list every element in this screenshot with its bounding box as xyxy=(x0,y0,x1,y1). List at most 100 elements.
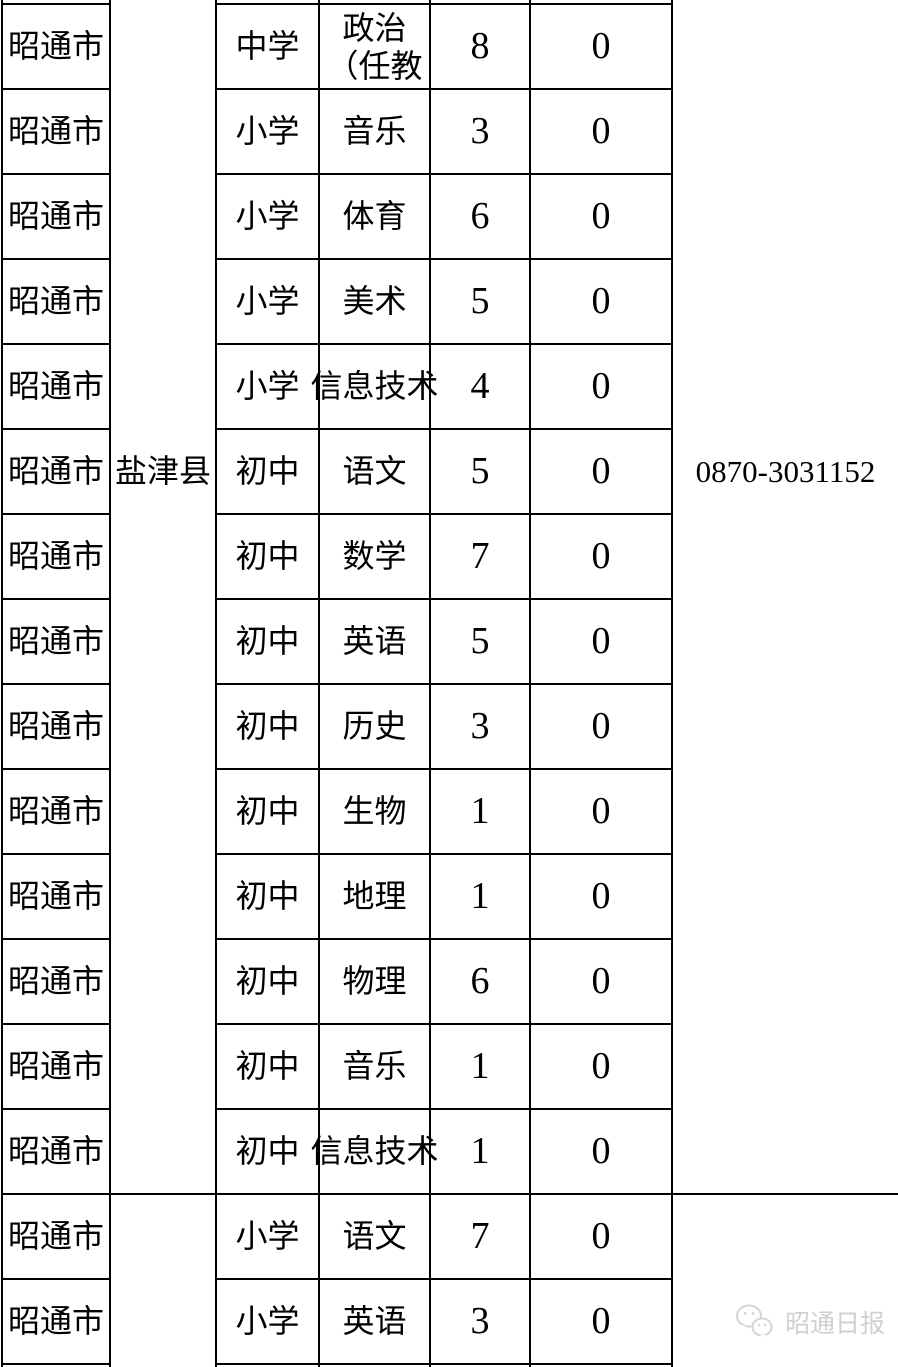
other-count-cell: 0 xyxy=(529,3,673,90)
quota-cell: 3 xyxy=(429,683,531,770)
subject-cell: 体育 xyxy=(318,173,431,260)
county-cell: 盐津县 xyxy=(109,0,217,1195)
subject-cell: 政治 （任教 xyxy=(318,3,431,90)
subject-cell: 物理 xyxy=(318,938,431,1025)
city-cell: 昭通市 xyxy=(1,258,111,345)
quota-cell: 7 xyxy=(429,1193,531,1280)
city-cell: 昭通市 xyxy=(1,1193,111,1280)
quota-cell: 5 xyxy=(429,428,531,515)
subject-cell: 历史 xyxy=(318,683,431,770)
quota-cell: 4 xyxy=(429,343,531,430)
table-row: 昭通市 初中 地理 1 0 xyxy=(1,853,898,940)
quota-cell: 5 xyxy=(429,598,531,685)
other-count-cell: 0 xyxy=(529,598,673,685)
other-count-cell: 0 xyxy=(529,173,673,260)
other-count-cell xyxy=(529,0,673,5)
subject-cell xyxy=(318,1363,431,1367)
subject-cell: 音乐 xyxy=(318,1023,431,1110)
table-row: 昭通市 小学 音乐 3 0 xyxy=(1,88,898,175)
subject-cell xyxy=(318,0,431,5)
other-count-cell: 0 xyxy=(529,853,673,940)
level-cell: 小学 xyxy=(215,1278,320,1365)
city-cell: 昭通市 xyxy=(1,513,111,600)
subject-cell: 数学 xyxy=(318,513,431,600)
quota-cell: 8 xyxy=(429,3,531,90)
phone-cell xyxy=(671,1193,898,1367)
level-cell xyxy=(215,0,320,5)
other-count-cell: 0 xyxy=(529,343,673,430)
table-row: 昭通市 初中 历史 3 0 xyxy=(1,683,898,770)
city-cell: 昭通市 xyxy=(1,1278,111,1365)
level-cell: 小学 xyxy=(215,88,320,175)
subject-cell: 英语 xyxy=(318,598,431,685)
quota-cell xyxy=(429,0,531,5)
level-cell: 初中 xyxy=(215,938,320,1025)
other-count-cell: 0 xyxy=(529,1278,673,1365)
wechat-icon xyxy=(734,1303,776,1341)
city-cell: 昭通市 xyxy=(1,598,111,685)
subject-cell: 美术 xyxy=(318,258,431,345)
quota-cell: 1 xyxy=(429,1108,531,1195)
city-cell: 昭通市 xyxy=(1,3,111,90)
level-cell: 小学 xyxy=(215,343,320,430)
other-count-cell: 0 xyxy=(529,258,673,345)
table-row: 昭通市 初中 信息技术 1 0 xyxy=(1,1108,898,1195)
other-count-cell: 0 xyxy=(529,1108,673,1195)
other-count-cell: 0 xyxy=(529,938,673,1025)
other-count-cell: 0 xyxy=(529,88,673,175)
city-cell: 昭通市 xyxy=(1,1108,111,1195)
county-cell xyxy=(109,1193,217,1367)
level-cell: 初中 xyxy=(215,1023,320,1110)
table-row: 昭通市 初中 物理 6 0 xyxy=(1,938,898,1025)
other-count-cell: 0 xyxy=(529,1193,673,1280)
table-row: 昭通市 小学 信息技术 4 0 xyxy=(1,343,898,430)
table-row: 昭通市 小学 美术 5 0 xyxy=(1,258,898,345)
city-cell: 昭通市 xyxy=(1,173,111,260)
table-row: 昭通市 初中 语文 5 0 xyxy=(1,428,898,515)
level-cell: 小学 xyxy=(215,1193,320,1280)
subject-cell: 信息技术 xyxy=(310,1108,439,1195)
other-count-cell: 0 xyxy=(529,768,673,855)
city-cell xyxy=(1,1363,111,1367)
other-count-cell: 0 xyxy=(529,683,673,770)
level-cell: 初中 xyxy=(215,598,320,685)
city-cell: 昭通市 xyxy=(1,853,111,940)
subject-cell: 语文 xyxy=(318,1193,431,1280)
quota-cell: 3 xyxy=(429,1278,531,1365)
subject-cell: 英语 xyxy=(318,1278,431,1365)
level-cell: 小学 xyxy=(215,173,320,260)
subject-overflow-text: 信息技术 xyxy=(310,1133,439,1170)
subject-cell: 地理 xyxy=(318,853,431,940)
level-cell xyxy=(215,1363,320,1367)
phone-cell: 0870-3031152 xyxy=(671,0,898,1195)
quota-cell: 1 xyxy=(429,768,531,855)
city-cell: 昭通市 xyxy=(1,88,111,175)
city-cell: 昭通市 xyxy=(1,428,111,515)
table-row: 昭通市 中学 政治 （任教 8 0 xyxy=(1,3,898,90)
level-cell: 初中 xyxy=(215,1108,320,1195)
table-row xyxy=(1,1363,898,1367)
watermark-text: 昭通日报 xyxy=(785,1310,886,1338)
table-row: 昭通市 初中 音乐 1 0 xyxy=(1,1023,898,1110)
level-cell: 初中 xyxy=(215,428,320,515)
table-row: 昭通市 初中 生物 1 0 xyxy=(1,768,898,855)
quota-cell: 1 xyxy=(429,1023,531,1110)
city-cell: 昭通市 xyxy=(1,938,111,1025)
other-count-cell xyxy=(529,1363,673,1367)
quota-cell: 1 xyxy=(429,853,531,940)
level-cell: 初中 xyxy=(215,768,320,855)
level-cell: 初中 xyxy=(215,683,320,770)
city-cell xyxy=(1,0,111,5)
other-count-cell: 0 xyxy=(529,428,673,515)
watermark: 昭通日报 xyxy=(734,1303,885,1341)
subject-overflow-text: 信息技术 xyxy=(310,368,439,405)
quota-cell: 6 xyxy=(429,938,531,1025)
subject-cell: 信息技术 xyxy=(310,343,439,430)
level-cell: 初中 xyxy=(215,513,320,600)
quota-cell: 7 xyxy=(429,513,531,600)
other-count-cell: 0 xyxy=(529,1023,673,1110)
table-row xyxy=(1,0,898,5)
city-cell: 昭通市 xyxy=(1,1023,111,1110)
